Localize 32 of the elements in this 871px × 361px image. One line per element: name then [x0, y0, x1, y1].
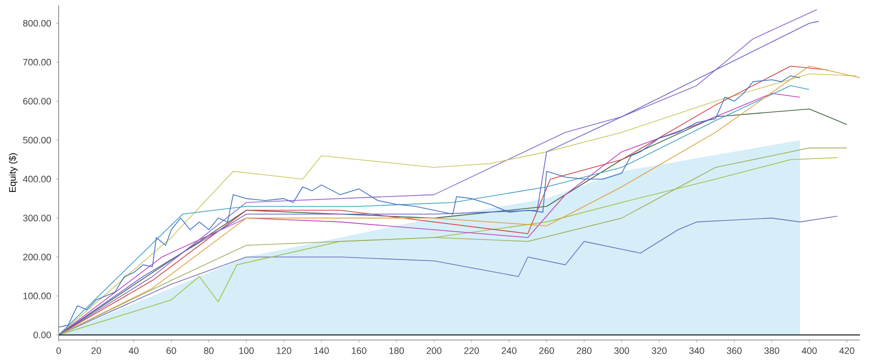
- x-tick-label: 240: [502, 347, 516, 354]
- x-tick-label: 400: [802, 347, 817, 354]
- x-tick-label: 40: [128, 347, 139, 354]
- y-tick-label: 0.00: [33, 332, 51, 338]
- y-tick-label: 800.00: [23, 20, 51, 27]
- y-tick-label: 100.00: [23, 292, 51, 300]
- x-tick-label: 300: [614, 347, 630, 354]
- x-tick-label: 340: [689, 347, 704, 354]
- x-tick-label: 0: [56, 347, 61, 354]
- x-tick-label: 120: [276, 347, 292, 354]
- x-tick-label: 260: [539, 347, 554, 354]
- x-tick-label: 220: [464, 347, 479, 354]
- x-tick-label: 100: [239, 347, 254, 354]
- x-tick-label: 80: [204, 347, 214, 354]
- x-tick-label: 20: [91, 347, 102, 354]
- y-axis-title: Equity ($): [8, 153, 18, 192]
- x-tick-label: 60: [166, 347, 176, 354]
- x-tick-label: 280: [576, 347, 592, 354]
- y-tick-label: 700.00: [23, 58, 51, 66]
- y-tick-label: 600.00: [23, 98, 51, 104]
- x-tick-label: 380: [764, 347, 780, 354]
- x-tick-label: 140: [314, 347, 329, 354]
- y-tick-label: 300.00: [23, 214, 51, 222]
- y-tick-label: 200.00: [23, 254, 51, 260]
- x-tick-label: 320: [652, 347, 667, 354]
- x-tick-label: 180: [389, 347, 404, 354]
- x-tick-label: 160: [352, 347, 366, 354]
- y-tick-label: 500.00: [23, 136, 51, 144]
- x-tick-label: 200: [426, 347, 442, 354]
- x-tick-label: 420: [839, 347, 854, 354]
- x-tick-label: 360: [726, 347, 742, 354]
- y-tick-label: 400.00: [22, 176, 51, 182]
